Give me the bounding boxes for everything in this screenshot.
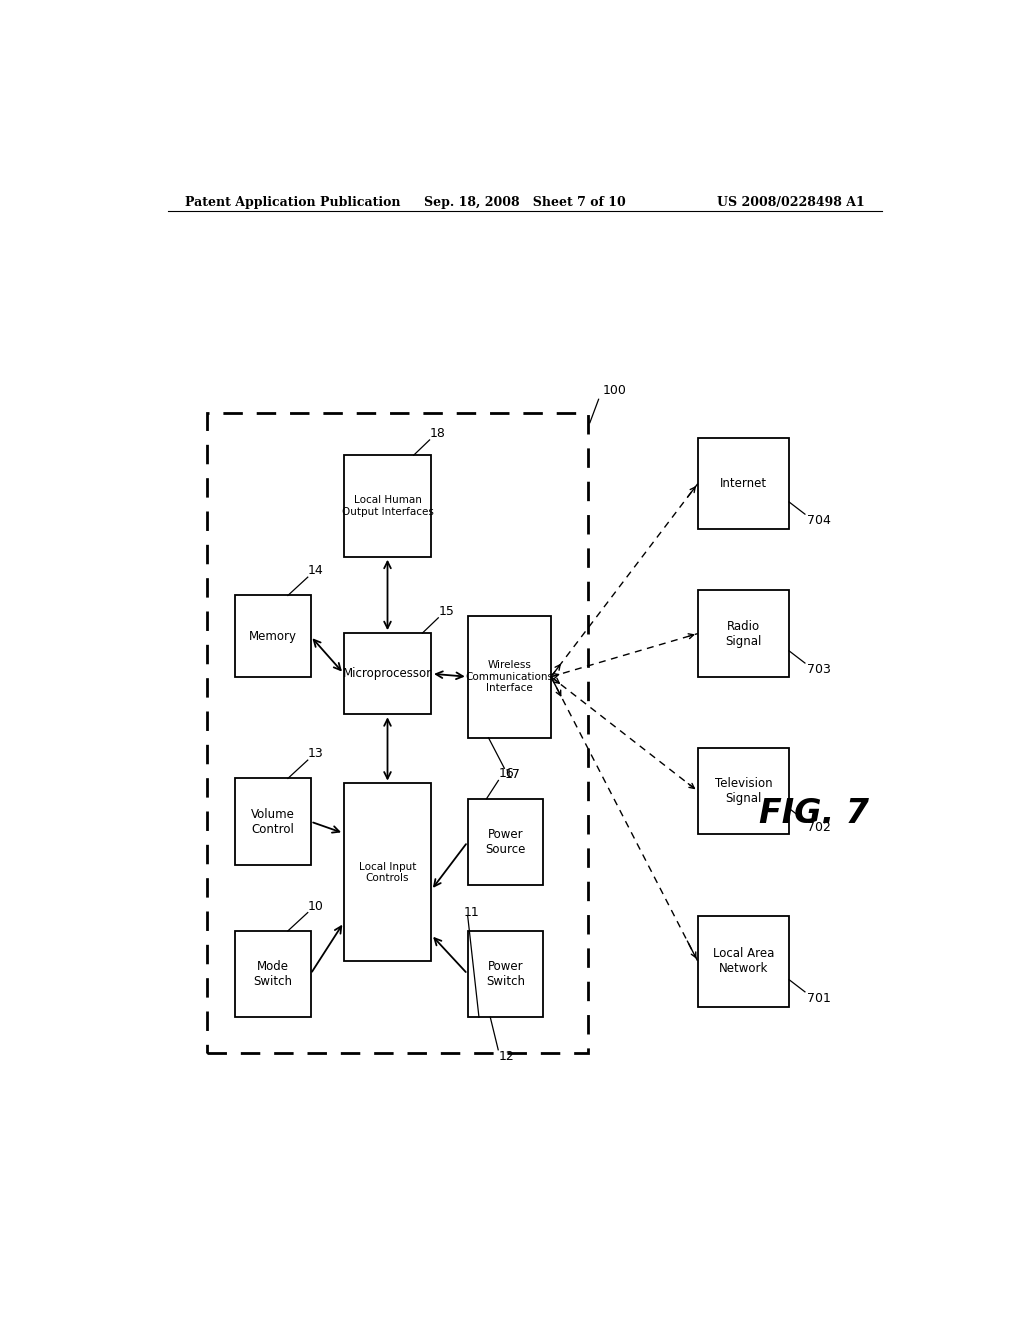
- Text: US 2008/0228498 A1: US 2008/0228498 A1: [717, 195, 864, 209]
- Bar: [344, 784, 431, 961]
- Text: 702: 702: [807, 821, 830, 834]
- Bar: [468, 615, 551, 738]
- Bar: [207, 413, 588, 1053]
- Text: Memory: Memory: [249, 630, 297, 643]
- Bar: [236, 779, 310, 865]
- Bar: [344, 455, 431, 557]
- Text: Microprocessor: Microprocessor: [343, 667, 432, 680]
- Text: 704: 704: [807, 515, 830, 527]
- Text: 10: 10: [308, 899, 324, 912]
- Bar: [697, 438, 790, 529]
- Text: Radio
Signal: Radio Signal: [725, 619, 762, 648]
- Text: 703: 703: [807, 663, 830, 676]
- Text: Internet: Internet: [720, 477, 767, 490]
- Text: Local Area
Network: Local Area Network: [713, 948, 774, 975]
- Text: 16: 16: [499, 767, 514, 780]
- Bar: [344, 634, 431, 714]
- Text: Patent Application Publication: Patent Application Publication: [185, 195, 400, 209]
- Bar: [468, 799, 543, 886]
- Text: Local Human
Output Interfaces: Local Human Output Interfaces: [342, 495, 433, 517]
- Text: 18: 18: [430, 426, 445, 440]
- Text: Mode
Switch: Mode Switch: [253, 960, 292, 989]
- Text: 13: 13: [308, 747, 324, 760]
- Bar: [697, 748, 790, 834]
- Bar: [697, 916, 790, 1007]
- Bar: [236, 931, 310, 1018]
- Text: 17: 17: [505, 768, 520, 781]
- Bar: [697, 590, 790, 677]
- Text: FIG. 7: FIG. 7: [760, 797, 869, 830]
- Text: Volume
Control: Volume Control: [251, 808, 295, 836]
- Text: 15: 15: [438, 605, 455, 618]
- Bar: [468, 931, 543, 1018]
- Text: 100: 100: [602, 384, 627, 397]
- Text: 14: 14: [308, 564, 324, 577]
- Text: 12: 12: [499, 1049, 514, 1063]
- Text: Local Input
Controls: Local Input Controls: [358, 862, 416, 883]
- Text: Television
Signal: Television Signal: [715, 777, 772, 805]
- Text: Wireless
Communications
Interface: Wireless Communications Interface: [465, 660, 553, 693]
- Text: Power
Switch: Power Switch: [485, 960, 525, 989]
- Text: 11: 11: [464, 906, 479, 919]
- Text: Sep. 18, 2008   Sheet 7 of 10: Sep. 18, 2008 Sheet 7 of 10: [424, 195, 626, 209]
- Bar: [236, 595, 310, 677]
- Text: Power
Source: Power Source: [485, 828, 525, 855]
- Text: 701: 701: [807, 991, 830, 1005]
